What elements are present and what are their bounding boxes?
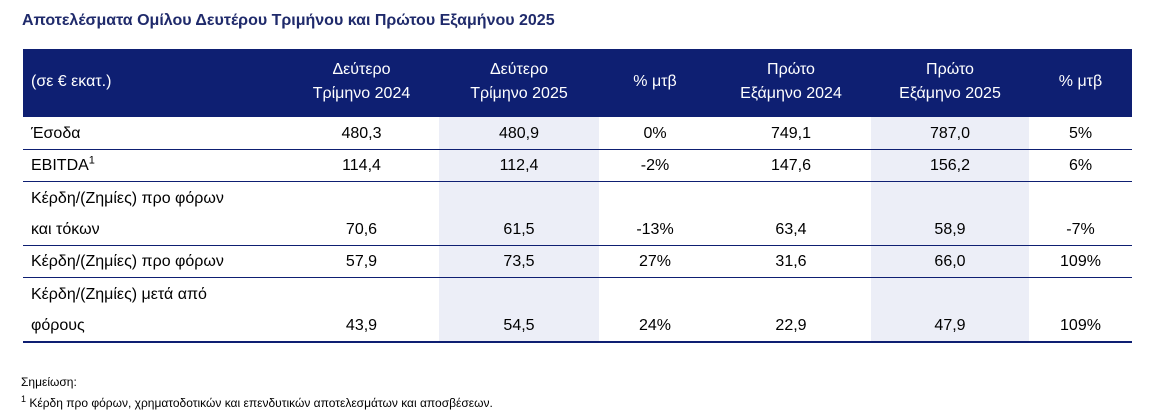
cell-q2-2025: 112,4: [439, 149, 599, 182]
table-row-net: Κέρδη/(Ζημίες) μετά από φόρους 43,9 54,5 …: [23, 277, 1132, 343]
footnote: 1 Κέρδη προ φόρων, χρηματοδοτικών και επ…: [21, 394, 493, 411]
footnote-marker: 1: [88, 154, 95, 167]
cell-h-change: 109%: [1029, 245, 1132, 278]
cell-q-change: -2%: [599, 149, 711, 182]
table-row-ebit: Κέρδη/(Ζημίες) προ φόρων και τόκων 70,6 6…: [23, 181, 1132, 246]
cell-h1-2024: 63,4: [711, 181, 871, 246]
results-table: (σε € εκατ.) Δεύτερο Τρίμηνο 2024 Δεύτερ…: [23, 49, 1132, 343]
header-q2-2025: Δεύτερο Τρίμηνο 2025: [439, 49, 599, 117]
cell-q2-2025: 61,5: [439, 181, 599, 246]
note-title: Σημείωση:: [21, 375, 77, 389]
cell-q-change: 0%: [599, 115, 711, 150]
cell-q-change: 24%: [599, 277, 711, 343]
cell-q2-2025: 73,5: [439, 245, 599, 278]
header-q2-2024: Δεύτερο Τρίμηνο 2024: [284, 49, 439, 117]
cell-h1-2025: 156,2: [871, 149, 1029, 182]
cell-h1-2025: 47,9: [871, 277, 1029, 343]
row-label: Κέρδη/(Ζημίες) προ φόρων: [23, 245, 284, 278]
table-row-ebitda: EBITDA1 114,4 112,4 -2% 147,6 156,2 6%: [23, 149, 1132, 182]
cell-h-change: 6%: [1029, 149, 1132, 182]
cell-h1-2024: 147,6: [711, 149, 871, 182]
cell-h1-2025: 58,9: [871, 181, 1029, 246]
cell-h1-2024: 22,9: [711, 277, 871, 343]
row-label: Κέρδη/(Ζημίες) μετά από φόρους: [23, 277, 284, 343]
cell-q2-2024: 70,6: [284, 181, 439, 246]
cell-q2-2024: 43,9: [284, 277, 439, 343]
header-unit: (σε € εκατ.): [23, 49, 284, 117]
header-h-change: % μτβ: [1029, 49, 1132, 117]
table-row-revenue: Έσοδα 480,3 480,9 0% 749,1 787,0 5%: [23, 115, 1132, 150]
cell-q-change: 27%: [599, 245, 711, 278]
cell-q2-2024: 57,9: [284, 245, 439, 278]
cell-q2-2024: 114,4: [284, 149, 439, 182]
row-label: Κέρδη/(Ζημίες) προ φόρων και τόκων: [23, 181, 284, 246]
cell-h-change: 5%: [1029, 115, 1132, 150]
cell-h1-2025: 66,0: [871, 245, 1029, 278]
cell-h-change: -7%: [1029, 181, 1132, 246]
table-header-row: (σε € εκατ.) Δεύτερο Τρίμηνο 2024 Δεύτερ…: [23, 49, 1132, 117]
cell-h-change: 109%: [1029, 277, 1132, 343]
cell-h1-2024: 749,1: [711, 115, 871, 150]
footnote-marker: 1: [21, 394, 27, 404]
cell-q2-2025: 480,9: [439, 115, 599, 150]
cell-h1-2024: 31,6: [711, 245, 871, 278]
cell-q-change: -13%: [599, 181, 711, 246]
cell-h1-2025: 787,0: [871, 115, 1029, 150]
page-title: Αποτελέσματα Ομίλου Δευτέρου Τριμήνου κα…: [22, 12, 555, 29]
cell-q2-2025: 54,5: [439, 277, 599, 343]
row-label: EBITDA1: [23, 149, 284, 182]
footnote-text: Κέρδη προ φόρων, χρηματοδοτικών και επεν…: [29, 396, 493, 410]
header-h1-2025: Πρώτο Εξάμηνο 2025: [871, 49, 1029, 117]
header-h1-2024: Πρώτο Εξάμηνο 2024: [711, 49, 871, 117]
header-q-change: % μτβ: [599, 49, 711, 117]
cell-q2-2024: 480,3: [284, 115, 439, 150]
row-label: Έσοδα: [23, 115, 284, 150]
table-row-ebt: Κέρδη/(Ζημίες) προ φόρων 57,9 73,5 27% 3…: [23, 245, 1132, 278]
